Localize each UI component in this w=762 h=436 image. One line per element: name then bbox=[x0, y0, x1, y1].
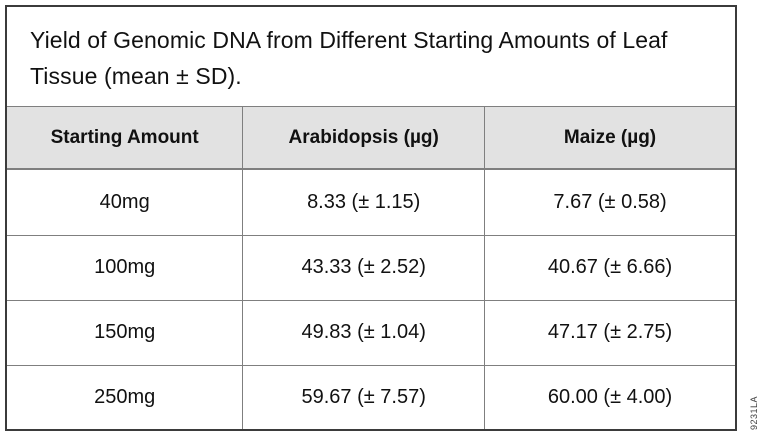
cell-starting-amount: 150mg bbox=[6, 299, 244, 366]
cell-arabidopsis-yield: 59.67 (± 7.57) bbox=[242, 364, 486, 430]
cell-maize-yield: 47.17 (± 2.75) bbox=[484, 299, 736, 366]
column-header-starting-amount: Starting Amount bbox=[6, 106, 244, 170]
header-row: Starting Amount Arabidopsis (µg) Maize (… bbox=[6, 106, 736, 170]
cell-arabidopsis-yield: 49.83 (± 1.04) bbox=[242, 299, 486, 366]
table-row: 250mg 59.67 (± 7.57) 60.00 (± 4.00) bbox=[6, 364, 736, 430]
cell-arabidopsis-yield: 8.33 (± 1.15) bbox=[242, 168, 486, 236]
table-body: 40mg 8.33 (± 1.15) 7.67 (± 0.58) 100mg 4… bbox=[6, 168, 736, 430]
cell-starting-amount: 40mg bbox=[6, 168, 244, 236]
table-header: Starting Amount Arabidopsis (µg) Maize (… bbox=[6, 106, 736, 170]
column-header-arabidopsis: Arabidopsis (µg) bbox=[242, 106, 486, 170]
table-row: 150mg 49.83 (± 1.04) 47.17 (± 2.75) bbox=[6, 299, 736, 366]
table-row: 40mg 8.33 (± 1.15) 7.67 (± 0.58) bbox=[6, 168, 736, 236]
cell-maize-yield: 40.67 (± 6.66) bbox=[484, 234, 736, 301]
cell-maize-yield: 60.00 (± 4.00) bbox=[484, 364, 736, 430]
column-header-maize: Maize (µg) bbox=[484, 106, 736, 170]
cell-arabidopsis-yield: 43.33 (± 2.52) bbox=[242, 234, 486, 301]
table-row: 100mg 43.33 (± 2.52) 40.67 (± 6.66) bbox=[6, 234, 736, 301]
figure-id-watermark: 9231LA bbox=[749, 395, 759, 430]
cell-starting-amount: 100mg bbox=[6, 234, 244, 301]
table-title: Yield of Genomic DNA from Different Star… bbox=[7, 7, 735, 107]
cell-starting-amount: 250mg bbox=[6, 364, 244, 430]
yield-table: Starting Amount Arabidopsis (µg) Maize (… bbox=[6, 106, 736, 430]
dna-yield-table-figure: Yield of Genomic DNA from Different Star… bbox=[5, 5, 737, 431]
cell-maize-yield: 7.67 (± 0.58) bbox=[484, 168, 736, 236]
